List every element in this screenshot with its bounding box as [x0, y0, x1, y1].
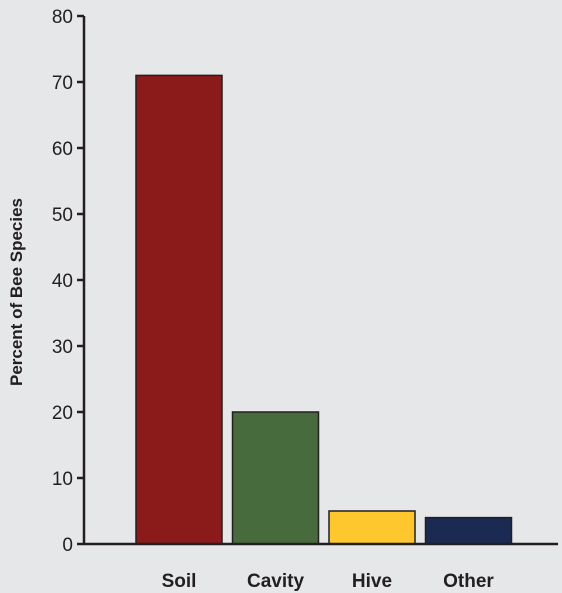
bars-group — [135, 74, 513, 545]
y-axis-ticks: 0 10 20 30 40 50 60 70 80 — [52, 7, 84, 556]
bar-other — [424, 516, 513, 545]
x-tick-label-soil: Soil — [162, 571, 197, 592]
bar-cavity — [231, 411, 320, 545]
x-tick-label-cavity: Cavity — [247, 571, 304, 592]
y-axis-title: Percent of Bee Species — [7, 198, 26, 386]
x-axis-labels: Soil Cavity Hive Other — [162, 571, 495, 592]
y-tick-label: 60 — [52, 139, 73, 160]
y-tick-label: 40 — [52, 271, 73, 292]
x-tick-label-other: Other — [443, 571, 494, 592]
y-tick-label: 70 — [52, 73, 73, 94]
y-tick-label: 30 — [52, 337, 73, 358]
bar-hive — [328, 510, 416, 545]
y-tick-label: 50 — [52, 205, 73, 226]
y-tick-label: 0 — [62, 535, 73, 556]
bar-soil — [135, 74, 223, 545]
y-tick-label: 20 — [52, 403, 73, 424]
y-tick-label: 80 — [52, 7, 73, 28]
y-tick-label: 10 — [52, 469, 73, 490]
x-tick-label-hive: Hive — [352, 571, 392, 592]
